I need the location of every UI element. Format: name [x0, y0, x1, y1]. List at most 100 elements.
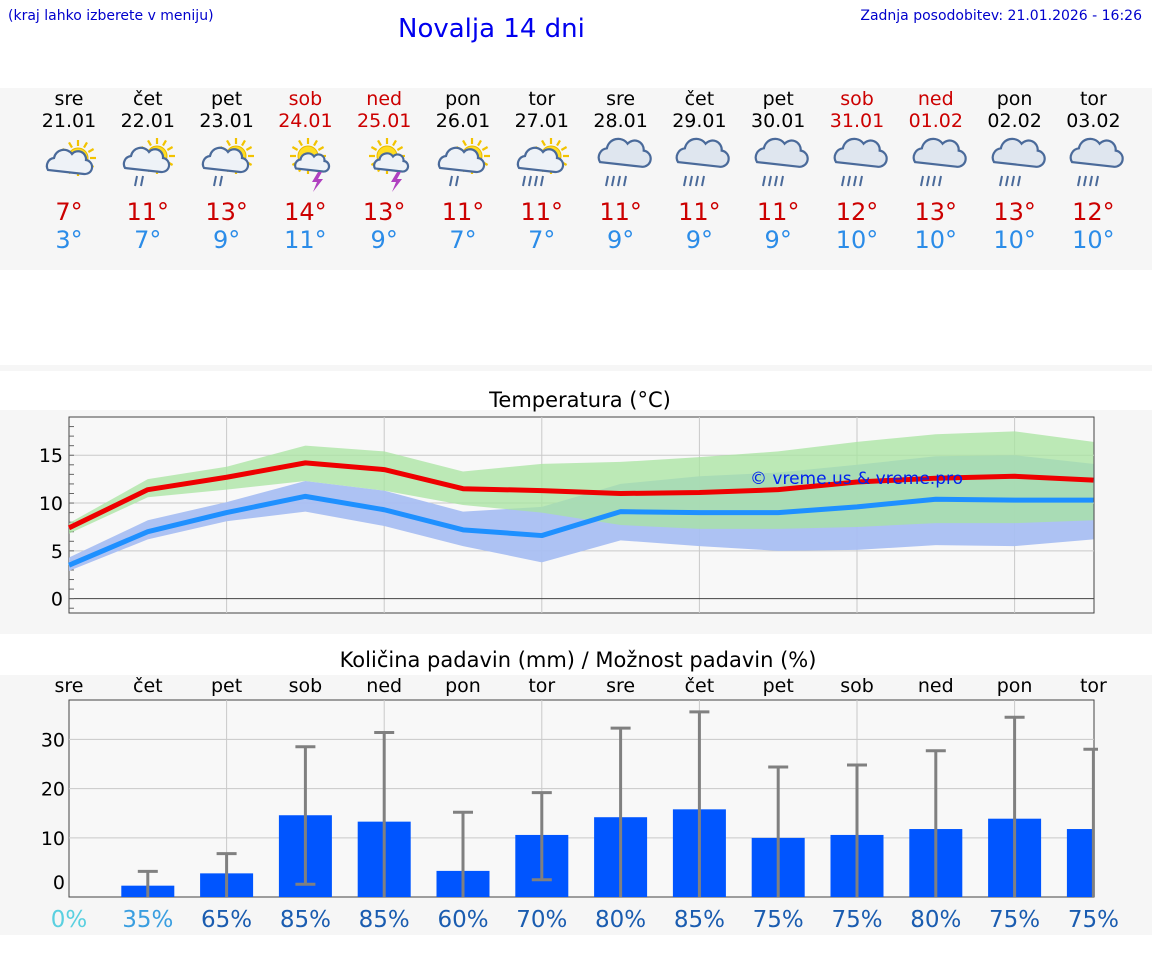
- precip-y-tick: 30: [41, 729, 65, 751]
- precip-x-label: ned: [918, 675, 954, 697]
- temp-max: 11°: [678, 198, 721, 226]
- temp-min: 11°: [284, 226, 327, 254]
- day-name: čet: [133, 88, 163, 110]
- day-date: 31.01: [829, 110, 885, 132]
- precip-y-tick: 20: [41, 779, 65, 801]
- temp-max: 11°: [599, 198, 642, 226]
- temp-min: 9°: [606, 226, 635, 254]
- precip-x-label: tor: [528, 675, 555, 697]
- sun-cloud-heavy-rain-icon: [503, 132, 581, 198]
- temp-min: 10°: [835, 226, 879, 254]
- precip-probability: 60%: [437, 907, 488, 933]
- precip-probability: 70%: [516, 907, 567, 933]
- day-column: tor 03.02 12° 10°: [1054, 88, 1132, 254]
- day-name: pon: [996, 88, 1033, 110]
- temp-max: 11°: [441, 198, 485, 226]
- precipitation-chart: 0 10 20 30 sre čet pet sob ned pon tor sre čet pet sob…: [41, 675, 1119, 933]
- temp-min: 7°: [528, 226, 556, 254]
- precip-y-tick: 0: [53, 872, 65, 894]
- precip-probability: 85%: [359, 907, 410, 933]
- day-date: 30.01: [750, 110, 806, 132]
- day-column: čet 29.01 11° 9°: [660, 88, 738, 254]
- day-column: pon 02.02 13° 10°: [976, 88, 1054, 254]
- temp-min: 9°: [370, 226, 398, 254]
- day-date: 23.01: [199, 110, 254, 132]
- temp-y-tick: 15: [39, 445, 63, 467]
- precip-probability: 85%: [280, 907, 331, 933]
- day-column: ned 25.01 13° 9°: [345, 88, 423, 254]
- precip-probability: 85%: [674, 907, 725, 933]
- day-name: sob: [840, 88, 874, 110]
- day-column: čet 22.01 11° 7°: [109, 88, 187, 254]
- cloud-heavy-rain-icon: [582, 132, 660, 198]
- temp-min: 3°: [55, 226, 83, 254]
- temp-y-tick: 5: [51, 541, 63, 563]
- day-name: pet: [210, 88, 243, 110]
- day-column: pet 30.01 11° 9°: [739, 88, 817, 254]
- day-date: 21.01: [41, 110, 97, 132]
- temp-max: 11°: [756, 198, 800, 226]
- precip-chart-title: Količina padavin (mm) / Možnost padavin …: [339, 648, 817, 672]
- day-date: 24.01: [278, 110, 333, 132]
- temperature-chart: 0 5 10 15 © vreme.us & vreme.pro: [39, 416, 1095, 614]
- cloud-heavy-rain-icon: [739, 132, 817, 198]
- precip-y-tick: 10: [41, 828, 65, 850]
- precip-x-label: sob: [289, 675, 323, 697]
- day-name: čet: [684, 88, 715, 110]
- cloud-heavy-rain-icon: [897, 132, 975, 198]
- precip-x-label: pet: [211, 675, 242, 697]
- day-name: pon: [445, 88, 481, 110]
- precip-x-label: sob: [840, 675, 874, 697]
- watermark: © vreme.us & vreme.pro: [750, 469, 963, 489]
- cloud-heavy-rain-icon: [660, 132, 738, 198]
- day-name: ned: [917, 88, 954, 110]
- day-column: pet 23.01 13° 9°: [188, 88, 266, 254]
- last-update: Zadnja posodobitev: 21.01.2026 - 16:26: [860, 8, 1142, 24]
- day-name: ned: [366, 88, 403, 110]
- temp-max: 13°: [362, 198, 406, 226]
- temp-max: 14°: [284, 198, 327, 226]
- precip-probability: 35%: [122, 907, 173, 933]
- temp-max: 13°: [914, 198, 958, 226]
- day-name: sre: [606, 88, 636, 110]
- precip-probability: 65%: [201, 907, 252, 933]
- page-title: Novalja 14 dni: [398, 14, 585, 44]
- temp-min: 7°: [134, 226, 162, 254]
- precip-x-label: sre: [55, 675, 84, 697]
- forecast-strip: [0, 88, 1152, 270]
- cloud-heavy-rain-icon: [976, 132, 1054, 198]
- day-date: 03.02: [1066, 110, 1121, 132]
- precip-probability: 80%: [595, 907, 646, 933]
- sun-cloud-rain-icon: [109, 132, 187, 198]
- precip-probability: 75%: [1068, 907, 1119, 933]
- cloud-heavy-rain-icon: [818, 132, 896, 198]
- precip-x-label: ned: [366, 675, 402, 697]
- precip-probability: 75%: [989, 907, 1040, 933]
- day-column: ned 01.02 13° 10°: [897, 88, 975, 254]
- sun-cloud-rain-icon: [424, 132, 502, 198]
- precip-probability: 80%: [910, 907, 961, 933]
- day-date: 26.01: [435, 110, 491, 132]
- location-hint: (kraj lahko izberete v meniju): [8, 8, 214, 24]
- day-column: sob 24.01 14° 11°: [266, 88, 344, 254]
- day-date: 22.01: [120, 110, 175, 132]
- temp-min: 9°: [685, 226, 714, 254]
- temp-max: 11°: [126, 198, 170, 226]
- temp-min: 10°: [993, 226, 1036, 254]
- day-date: 29.01: [672, 110, 727, 132]
- precip-x-label: sre: [606, 675, 635, 697]
- precip-x-label: čet: [133, 675, 163, 697]
- temp-min: 7°: [449, 226, 477, 254]
- day-column: sre 21.01 7° 3°: [30, 88, 108, 254]
- temp-max: 7°: [55, 198, 83, 226]
- sun-cloud-rain-icon: [188, 132, 266, 198]
- precip-x-label: pon: [997, 675, 1033, 697]
- max-temp-line: [67, 460, 1094, 531]
- sun-cloud-thunder-icon: [266, 132, 344, 198]
- temp-min: 10°: [914, 226, 958, 254]
- sun-cloud-thunder-icon: [345, 132, 423, 198]
- temp-y-tick: 10: [39, 493, 63, 515]
- precip-probability: 0%: [51, 907, 88, 933]
- temp-max: 13°: [993, 198, 1036, 226]
- day-column: sre 28.01 11° 9°: [582, 88, 660, 254]
